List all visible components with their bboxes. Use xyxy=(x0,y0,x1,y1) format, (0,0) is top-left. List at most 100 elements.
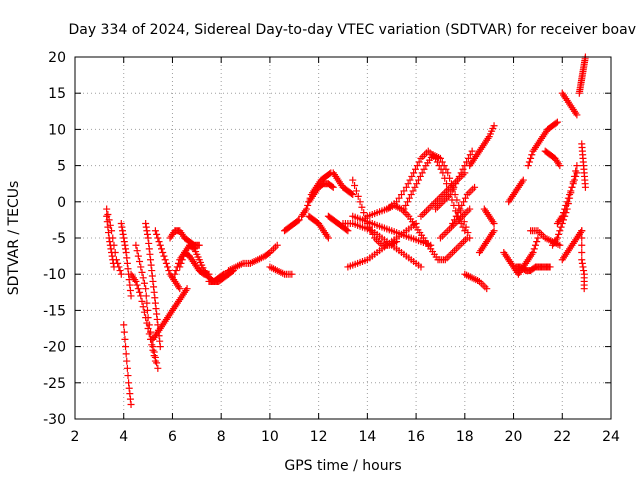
data-point xyxy=(466,234,474,242)
series-t32 xyxy=(449,183,479,228)
data-point xyxy=(424,205,432,213)
data-point xyxy=(151,294,159,302)
y-tick-label: -20 xyxy=(43,340,66,356)
x-tick-label: 20 xyxy=(505,429,523,445)
data-point xyxy=(120,321,128,329)
series-t47 xyxy=(578,227,588,293)
data-point xyxy=(416,172,424,180)
data-point xyxy=(441,196,449,204)
series-t9 xyxy=(151,227,184,293)
data-point xyxy=(105,229,112,237)
data-point xyxy=(153,230,161,238)
data-point xyxy=(328,182,336,190)
data-point xyxy=(329,183,337,191)
data-point xyxy=(452,245,460,253)
data-point xyxy=(525,158,533,166)
data-point xyxy=(418,169,426,177)
data-point xyxy=(294,217,302,225)
data-point xyxy=(157,245,165,253)
data-point xyxy=(570,176,578,184)
data-point xyxy=(441,189,449,197)
data-point xyxy=(406,176,414,184)
data-point xyxy=(117,220,125,228)
data-point xyxy=(417,263,425,271)
data-point xyxy=(132,241,140,249)
data-point xyxy=(138,268,146,276)
data-point xyxy=(578,256,586,264)
data-point xyxy=(404,180,412,188)
series-t25 xyxy=(349,176,401,249)
data-point xyxy=(553,234,561,242)
data-point xyxy=(460,198,468,206)
data-point xyxy=(160,252,168,260)
data-point xyxy=(120,234,128,242)
data-point xyxy=(559,209,567,217)
data-point xyxy=(143,306,151,314)
data-point xyxy=(105,234,113,242)
data-point xyxy=(156,343,164,351)
data-point xyxy=(440,162,448,170)
data-point xyxy=(189,244,197,252)
data-point xyxy=(562,201,570,209)
data-point xyxy=(460,238,468,246)
series-t7 xyxy=(142,220,164,351)
data-point xyxy=(439,191,447,199)
data-point xyxy=(124,265,132,273)
data-point xyxy=(430,200,438,208)
data-point xyxy=(356,198,364,206)
data-point xyxy=(563,198,571,206)
y-tick-label: -10 xyxy=(43,267,66,283)
data-point xyxy=(457,169,465,177)
series-t40 xyxy=(527,227,564,249)
x-tick-label: 10 xyxy=(261,429,279,445)
chart-title: Day 334 of 2024, Sidereal Day-to-day VTE… xyxy=(68,22,636,38)
y-tick-labels: -30 -25 -20 -15 -10 -5 0 5 10 15 20 xyxy=(43,50,66,428)
data-point xyxy=(144,234,152,242)
data-point xyxy=(578,248,586,256)
data-point xyxy=(126,286,134,294)
series-t48 xyxy=(578,140,589,191)
data-point xyxy=(110,263,118,271)
data-point xyxy=(151,353,159,361)
data-point xyxy=(464,154,472,162)
x-tick-label: 4 xyxy=(119,429,128,445)
data-point xyxy=(132,277,140,285)
data-point xyxy=(389,239,397,247)
data-point xyxy=(449,221,457,229)
data-point xyxy=(524,162,532,170)
data-point xyxy=(531,241,539,249)
series-t4 xyxy=(120,321,135,409)
data-point xyxy=(144,314,152,322)
data-point xyxy=(447,223,455,231)
data-point xyxy=(133,247,141,255)
data-point xyxy=(147,261,155,269)
data-point xyxy=(363,220,371,228)
data-point xyxy=(154,234,162,242)
data-point xyxy=(415,176,423,184)
data-point xyxy=(116,267,124,275)
data-point xyxy=(442,229,450,237)
data-point xyxy=(151,227,159,235)
data-point xyxy=(351,182,359,190)
series-t39 xyxy=(512,263,554,275)
data-point xyxy=(176,263,184,271)
series-t2 xyxy=(103,212,118,271)
data-point xyxy=(349,176,357,184)
data-point xyxy=(528,151,536,159)
data-point xyxy=(546,263,554,271)
data-point xyxy=(127,401,135,409)
data-point xyxy=(402,201,410,209)
x-tick-label: 16 xyxy=(407,429,425,445)
data-point xyxy=(421,209,429,217)
data-point xyxy=(437,200,445,208)
data-point xyxy=(534,227,542,235)
data-point xyxy=(179,252,187,260)
series-t13 xyxy=(205,270,232,285)
data-point xyxy=(490,122,498,130)
data-point xyxy=(552,119,560,127)
data-point xyxy=(569,180,577,188)
data-point xyxy=(288,270,296,278)
data-point xyxy=(302,205,310,213)
data-point xyxy=(123,357,131,365)
data-point xyxy=(462,223,470,231)
